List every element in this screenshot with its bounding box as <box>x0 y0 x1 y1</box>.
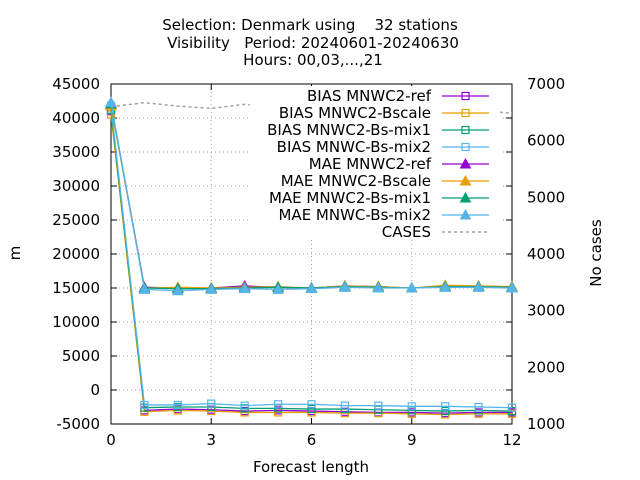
y2-axis-label: No cases <box>587 219 605 287</box>
data-point <box>374 401 383 410</box>
y2-tick-label: 5000 <box>527 188 565 206</box>
y-tick-label: -5000 <box>56 415 100 433</box>
data-point <box>474 402 483 412</box>
series-mae-mnwc-bs-mix2 <box>105 96 518 296</box>
data-point <box>140 400 149 410</box>
data-point <box>307 400 316 409</box>
data-point <box>207 399 216 408</box>
y-tick-label: 10000 <box>52 313 100 331</box>
legend-bg <box>250 154 500 171</box>
legend-marker <box>461 125 470 135</box>
x-tick-label: 6 <box>307 431 317 449</box>
data-point <box>372 281 385 293</box>
data-point <box>205 283 218 294</box>
data-point <box>439 281 452 292</box>
legend-marker <box>459 174 472 186</box>
y-axis-label: m <box>6 246 24 261</box>
x-tick-label: 3 <box>206 431 216 449</box>
data-point <box>238 282 251 294</box>
data-point <box>441 402 450 411</box>
y2-tick-label: 6000 <box>527 132 565 150</box>
legend-bg <box>250 188 500 205</box>
data-point <box>405 281 418 293</box>
x-axis-label: Forecast length <box>253 458 369 476</box>
data-point <box>138 283 151 294</box>
data-point <box>173 400 182 410</box>
legend-bg <box>250 222 500 239</box>
legend-label: MAE MNWC2-ref <box>309 155 432 173</box>
data-point <box>240 401 249 410</box>
data-point <box>272 283 284 294</box>
y-tick-label: 30000 <box>52 177 100 195</box>
data-point <box>472 281 485 292</box>
series-cases <box>110 101 513 115</box>
y-tick-label: 40000 <box>52 109 100 127</box>
axis-ticks: -500005000100001500020000250003000035000… <box>52 75 565 449</box>
data-point <box>273 400 283 409</box>
title-line-3: Hours: 00,03,...,21 <box>243 51 383 69</box>
legend-bg <box>250 103 500 120</box>
data-point <box>307 404 316 414</box>
y-tick-label: 20000 <box>52 245 100 263</box>
series-bias-mnwc-bs-mix2 <box>106 101 517 412</box>
data-point <box>305 282 318 294</box>
x-tick-label: 0 <box>106 431 116 449</box>
series-line <box>110 109 513 412</box>
data-point <box>506 281 518 293</box>
legend-label: MAE MNWC-Bs-mix2 <box>278 206 431 224</box>
legend-label: BIAS MNWC2-Bscale <box>279 104 431 122</box>
data-point <box>407 402 416 411</box>
x-tick-label: 12 <box>502 431 521 449</box>
legend-marker <box>459 191 472 203</box>
series-line <box>110 105 513 409</box>
legend-marker <box>461 142 470 152</box>
y2-tick-label: 7000 <box>527 75 565 93</box>
legend-label: BIAS MNWC2-Bs-mix1 <box>267 121 431 139</box>
legend-bg <box>250 137 500 154</box>
y2-tick-label: 1000 <box>527 415 565 433</box>
legend-label: MAE MNWC2-Bs-mix1 <box>269 189 431 207</box>
legend-bg <box>250 86 500 103</box>
data-point <box>171 284 184 296</box>
series-line <box>110 101 513 115</box>
chart-title: Selection: Denmark using 32 stations Vis… <box>162 16 459 69</box>
legend-bg <box>250 171 500 188</box>
y2-tick-label: 3000 <box>527 302 565 320</box>
y-tick-label: 35000 <box>52 143 100 161</box>
x-tick-label: 9 <box>407 431 417 449</box>
legend-label: BIAS MNWC-Bs-mix2 <box>277 138 431 156</box>
series-group <box>105 96 518 419</box>
legend-marker <box>461 108 470 118</box>
y2-tick-label: 4000 <box>527 245 565 263</box>
legend-marker <box>461 91 470 101</box>
data-point <box>340 401 350 410</box>
data-point <box>441 406 450 416</box>
title-line-2: Visibility Period: 20240601-20240630 <box>167 34 459 52</box>
data-point <box>507 403 517 412</box>
legend-label: MAE MNWC2-Bscale <box>281 172 431 190</box>
legend-label: BIAS MNWC2-ref <box>307 87 432 105</box>
legend-label: CASES <box>382 223 431 241</box>
y-tick-label: 25000 <box>52 211 100 229</box>
legend-marker <box>459 208 472 220</box>
y-tick-label: 45000 <box>52 75 100 93</box>
title-line-1: Selection: Denmark using 32 stations <box>162 16 458 34</box>
y-tick-label: 15000 <box>52 279 100 297</box>
y-tick-label: 5000 <box>62 347 100 365</box>
legend-marker <box>459 157 472 169</box>
legend-bg <box>250 205 500 222</box>
legend-bg <box>250 120 500 137</box>
y-tick-label: 0 <box>90 381 100 399</box>
data-point <box>339 281 351 292</box>
y2-tick-label: 2000 <box>527 358 565 376</box>
